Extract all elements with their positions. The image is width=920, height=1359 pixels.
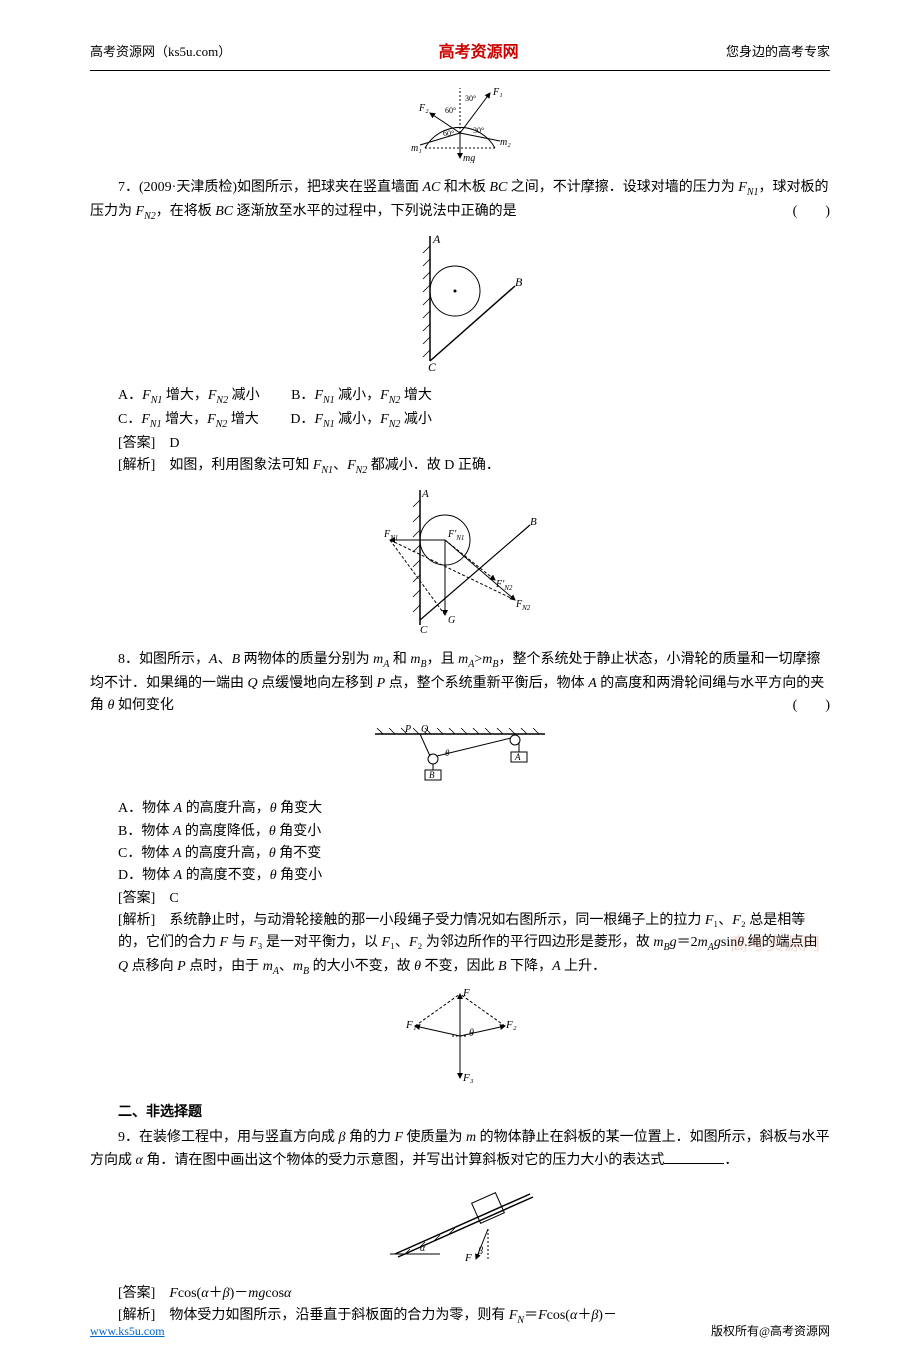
text: 之间，不计摩擦．设球对墙的压力为 xyxy=(507,180,738,195)
figure-forces-top: F₁ F₂ mg 30° 60° 60° 30° m₁ m₂ xyxy=(90,83,830,171)
q7-option-row1: A．FN1 增大，FN2 减小 B．FN1 减小，FN2 增大 xyxy=(118,385,830,409)
q7-paren: ( ) xyxy=(765,201,830,223)
q8-paren: ( ) xyxy=(765,695,830,717)
footer-url: www.ks5u.com xyxy=(90,1322,165,1341)
q8-options: A．物体 A 的高度升高，θ 角变大 B．物体 A 的高度降低，θ 角变小 C．… xyxy=(118,798,830,888)
svg-text:m₂: m₂ xyxy=(500,137,511,148)
svg-text:B: B xyxy=(515,275,523,289)
svg-text:mg: mg xyxy=(463,153,475,163)
svg-text:B: B xyxy=(530,516,537,528)
svg-text:30°: 30° xyxy=(473,126,484,135)
text: BC xyxy=(489,180,507,195)
text: 和木板 xyxy=(440,180,489,195)
q7-figure-2: A B C FN1 F'N1 G F'N2 FN2 xyxy=(90,485,830,643)
text: 逐渐放至水平的过程中，下列说法中正确的是 xyxy=(233,204,517,219)
text: AC xyxy=(423,180,441,195)
svg-text:F₁: F₁ xyxy=(492,87,503,98)
svg-text:F: F xyxy=(464,1252,472,1264)
text: F xyxy=(136,204,145,219)
page-header: 高考资源网（ks5u.com） 高考资源网 您身边的高考专家 xyxy=(90,40,830,71)
q8-force-figure: F F₁ F₂ F₃ θ xyxy=(90,986,830,1094)
page: 高考资源网（ks5u.com） 高考资源网 您身边的高考专家 F₁ F₂ mg … xyxy=(0,0,920,1359)
section2-title: 二、非选择题 xyxy=(90,1102,830,1124)
svg-text:60°: 60° xyxy=(445,106,456,115)
q8-answer: [答案] C xyxy=(118,888,830,910)
svg-text:F₁: F₁ xyxy=(405,1019,417,1031)
svg-text:A: A xyxy=(514,752,521,762)
svg-text:B: B xyxy=(429,770,435,780)
q7-stem: 7．(2009·天津质检)如图所示，把球夹在竖直墙面 AC 和木板 BC 之间，… xyxy=(90,177,830,225)
svg-text:C: C xyxy=(428,360,437,371)
text: N2 xyxy=(144,211,156,222)
q7-option-A: A．FN1 增大，FN2 减小 xyxy=(118,388,260,403)
q9-stem: 9．在装修工程中，用与竖直方向成 β 角的力 F 使质量为 m 的物体静止在斜板… xyxy=(90,1127,830,1173)
blank xyxy=(664,1149,724,1164)
header-right: 您身边的高考专家 xyxy=(726,42,830,63)
q9-figure: α β F xyxy=(90,1179,830,1277)
q9-answer: [答案] Fcos(α＋β)－mgcosα xyxy=(118,1283,830,1305)
svg-text:30°: 30° xyxy=(465,94,476,103)
q7-option-C: C．FN1 增大，FN2 增大 xyxy=(118,412,259,427)
q7-option-D: D．FN1 减小，FN2 减小 xyxy=(290,412,432,427)
svg-text:F₂: F₂ xyxy=(505,1019,517,1031)
svg-text:FN2: FN2 xyxy=(515,599,531,612)
svg-text:θ: θ xyxy=(445,748,450,758)
svg-text:F'N1: F'N1 xyxy=(447,529,464,542)
svg-text:F: F xyxy=(462,987,470,999)
q7-analysis: [解析] 如图，利用图象法可知 FN1、FN2 都减小．故 D 正确． xyxy=(118,455,830,479)
svg-text:C: C xyxy=(420,624,428,635)
page-footer: www.ks5u.com 版权所有@高考资源网 xyxy=(90,1322,830,1341)
q8-option-D: D．物体 A 的高度不变，θ 角变小 xyxy=(118,865,830,887)
svg-text:F₂: F₂ xyxy=(418,103,429,114)
svg-text:P: P xyxy=(404,724,411,735)
footer-copyright: 版权所有@高考资源网 xyxy=(711,1322,830,1341)
svg-text:Q: Q xyxy=(421,724,429,735)
svg-text:α: α xyxy=(420,1243,426,1254)
svg-text:FN1: FN1 xyxy=(383,529,398,542)
q7-option-row2: C．FN1 增大，FN2 增大 D．FN1 减小，FN2 减小 xyxy=(118,409,830,433)
text: F xyxy=(738,180,747,195)
q7-option-B: B．FN1 减小，FN2 增大 xyxy=(291,388,432,403)
header-left: 高考资源网（ks5u.com） xyxy=(90,42,231,63)
svg-text:F'N2: F'N2 xyxy=(495,579,513,592)
text: ，在将板 xyxy=(156,204,216,219)
svg-text:F₃: F₃ xyxy=(462,1072,474,1084)
q7-answer: [答案] D xyxy=(118,433,830,455)
svg-text:G: G xyxy=(448,615,455,626)
text: N1 xyxy=(747,187,759,198)
svg-text:A: A xyxy=(432,232,441,246)
svg-text:m₁: m₁ xyxy=(411,143,422,154)
q8-option-A: A．物体 A 的高度升高，θ 角变大 xyxy=(118,798,830,820)
text: 7．(2009·天津质检)如图所示，把球夹在竖直墙面 xyxy=(118,180,423,195)
svg-text:A: A xyxy=(421,488,429,500)
q8-figure: P Q θ B A xyxy=(90,724,830,792)
q8-option-C: C．物体 A 的高度升高，θ 角不变 xyxy=(118,843,830,865)
q8-stem: 8．如图所示，A、B 两物体的质量分别为 mA 和 mB，且 mA>mB，整个系… xyxy=(90,649,830,718)
q8-option-B: B．物体 A 的高度降低，θ 角变小 xyxy=(118,821,830,843)
q7-options: A．FN1 增大，FN2 减小 B．FN1 减小，FN2 增大 C．FN1 增大… xyxy=(118,385,830,433)
svg-text:θ: θ xyxy=(469,1028,474,1039)
text: BC xyxy=(215,204,233,219)
q8-analysis: [解析] 系统静止时，与动滑轮接触的那一小段绳子受力情况如右图所示，同一根绳子上… xyxy=(118,910,830,980)
svg-text:60°: 60° xyxy=(443,129,454,138)
svg-text:β: β xyxy=(477,1246,483,1257)
q7-figure-1: A B C xyxy=(90,231,830,379)
header-logo: 高考资源网 xyxy=(439,40,519,66)
